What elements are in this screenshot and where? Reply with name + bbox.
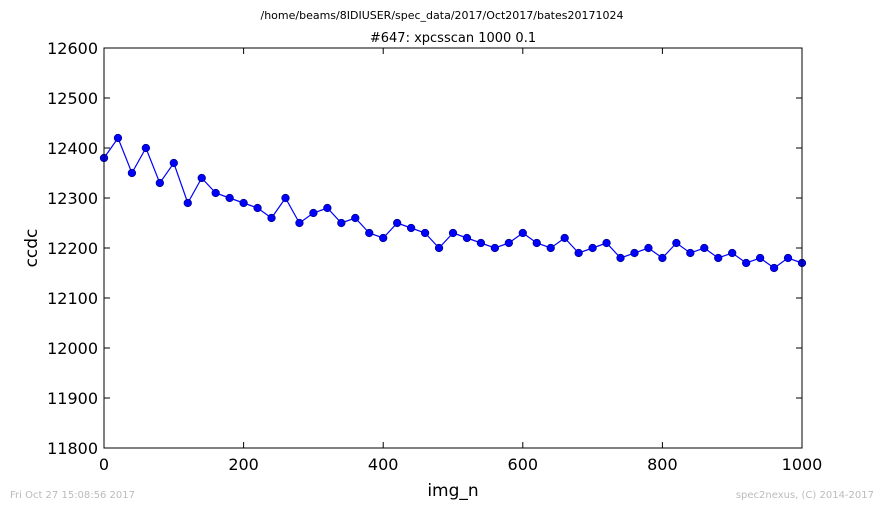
y-tick-label: 12400 xyxy=(47,139,98,158)
data-point xyxy=(365,228,374,238)
plot-area xyxy=(99,47,807,449)
data-point xyxy=(393,218,402,228)
data-point xyxy=(560,233,569,243)
x-tick-label: 0 xyxy=(99,455,109,474)
data-point xyxy=(197,173,206,183)
data-point xyxy=(323,203,332,213)
data-point xyxy=(504,238,513,248)
y-tick-label: 11800 xyxy=(47,439,98,458)
data-point xyxy=(602,238,611,248)
figure-path-title: /home/beams/8IDIUSER/spec_data/2017/Oct2… xyxy=(261,9,624,22)
data-point xyxy=(700,243,709,253)
data-point xyxy=(658,253,667,263)
data-point xyxy=(351,213,360,223)
y-tick-label: 12100 xyxy=(47,289,98,308)
data-point xyxy=(728,248,737,258)
x-axis-label: img_n xyxy=(427,481,478,501)
chart-title: #647: xpcsscan 1000 0.1 xyxy=(370,31,536,46)
data-point xyxy=(755,253,765,263)
data-point xyxy=(406,223,416,233)
data-point xyxy=(183,198,192,208)
data-point xyxy=(448,228,458,238)
data-point xyxy=(309,208,318,218)
data-point xyxy=(113,133,123,143)
data-point xyxy=(267,213,276,223)
data-point xyxy=(686,248,695,258)
y-tick-label: 12300 xyxy=(47,189,98,208)
data-point xyxy=(490,243,500,253)
data-point xyxy=(546,243,555,253)
data-point xyxy=(253,203,262,213)
plot-frame xyxy=(103,47,803,449)
y-axis-label: ccdc xyxy=(22,229,42,268)
data-point xyxy=(714,253,723,263)
y-tick-label: 12600 xyxy=(47,39,98,58)
y-tick-label: 12000 xyxy=(47,339,98,358)
data-point xyxy=(769,263,779,273)
data-point xyxy=(127,168,137,178)
x-tick-label: 600 xyxy=(508,455,539,474)
data-point xyxy=(225,193,234,203)
data-point xyxy=(630,248,639,258)
data-point xyxy=(616,253,625,263)
data-point xyxy=(574,248,583,258)
data-point xyxy=(211,188,220,198)
data-point xyxy=(141,143,151,153)
data-point xyxy=(532,238,541,248)
x-tick-label: 400 xyxy=(368,455,399,474)
data-point xyxy=(783,253,793,263)
data-point xyxy=(462,233,472,243)
series-line xyxy=(103,136,803,269)
data-point xyxy=(379,233,388,243)
x-tick-label: 800 xyxy=(647,455,678,474)
x-tick-label: 200 xyxy=(228,455,259,474)
data-point xyxy=(476,238,486,248)
data-point xyxy=(644,243,653,253)
data-point xyxy=(281,193,290,203)
y-tick-label: 12200 xyxy=(47,239,98,258)
data-point xyxy=(434,243,444,253)
data-point xyxy=(295,218,304,228)
data-point xyxy=(337,218,346,228)
y-tick-label: 12500 xyxy=(47,89,98,108)
y-tick-label: 11900 xyxy=(47,389,98,408)
data-point xyxy=(169,158,178,168)
data-point xyxy=(672,238,681,248)
data-point xyxy=(239,198,248,208)
axis-ticks: 0 200 400 600 800 1000 11800 11900 12000 12100 122… xyxy=(47,39,822,474)
data-point xyxy=(588,243,597,253)
data-point xyxy=(518,228,527,238)
footer-credit: spec2nexus, (C) 2014-2017 xyxy=(736,490,874,501)
footer-timestamp: Fri Oct 27 15:08:56 2017 xyxy=(10,490,135,501)
data-point xyxy=(155,178,164,188)
data-point xyxy=(742,258,751,268)
x-tick-label: 1000 xyxy=(782,455,823,474)
data-point xyxy=(420,228,430,238)
